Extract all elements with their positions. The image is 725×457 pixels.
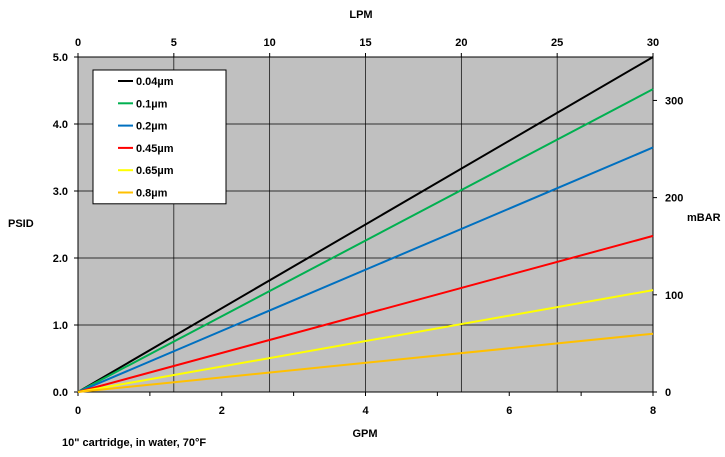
top-tick-label: 15 <box>359 37 371 49</box>
bottom-tick-label: 2 <box>219 405 225 417</box>
chart-note: 10" cartridge, in water, 70°F <box>62 437 206 449</box>
right-tick-label: 0 <box>665 387 671 399</box>
legend-label-4: 0.65µm <box>136 165 174 177</box>
left-tick-label: 2.0 <box>53 253 68 265</box>
legend-label-3: 0.45µm <box>136 143 174 155</box>
bottom-tick-label: 0 <box>75 405 81 417</box>
series-line-1 <box>77 88 654 393</box>
bottom-axis-title: GPM <box>352 428 377 440</box>
top-tick-label: 30 <box>647 37 659 49</box>
legend-box <box>92 69 227 205</box>
series-line-0 <box>77 56 654 393</box>
legend-label-2: 0.2µm <box>136 121 168 133</box>
left-tick-label: 3.0 <box>53 186 68 198</box>
legend-label-0: 0.04µm <box>136 76 174 88</box>
top-tick-label: 5 <box>171 37 177 49</box>
right-tick-label: 300 <box>665 95 683 107</box>
left-axis-title: PSID <box>8 218 34 230</box>
top-tick-label: 0 <box>75 37 81 49</box>
bottom-tick-label: 8 <box>650 405 656 417</box>
left-tick-label: 4.0 <box>53 119 68 131</box>
right-axis-title: mBAR <box>687 212 721 224</box>
bottom-tick-label: 6 <box>506 405 512 417</box>
series-line-4 <box>77 289 654 393</box>
left-tick-label: 1.0 <box>53 320 68 332</box>
right-tick-label: 200 <box>665 193 683 205</box>
top-tick-label: 20 <box>455 37 467 49</box>
top-tick-label: 25 <box>551 37 563 49</box>
legend-label-1: 0.1µm <box>136 98 168 110</box>
bottom-tick-label: 4 <box>362 405 369 417</box>
top-tick-label: 10 <box>264 37 276 49</box>
right-tick-label: 100 <box>665 290 683 302</box>
left-tick-label: 5.0 <box>53 52 68 64</box>
series-line-2 <box>77 146 654 393</box>
series-line-5 <box>77 332 654 393</box>
series-line-3 <box>77 234 654 393</box>
top-axis-title: LPM <box>349 9 372 21</box>
left-tick-label: 0.0 <box>53 387 68 399</box>
legend-label-5: 0.8µm <box>136 188 168 200</box>
